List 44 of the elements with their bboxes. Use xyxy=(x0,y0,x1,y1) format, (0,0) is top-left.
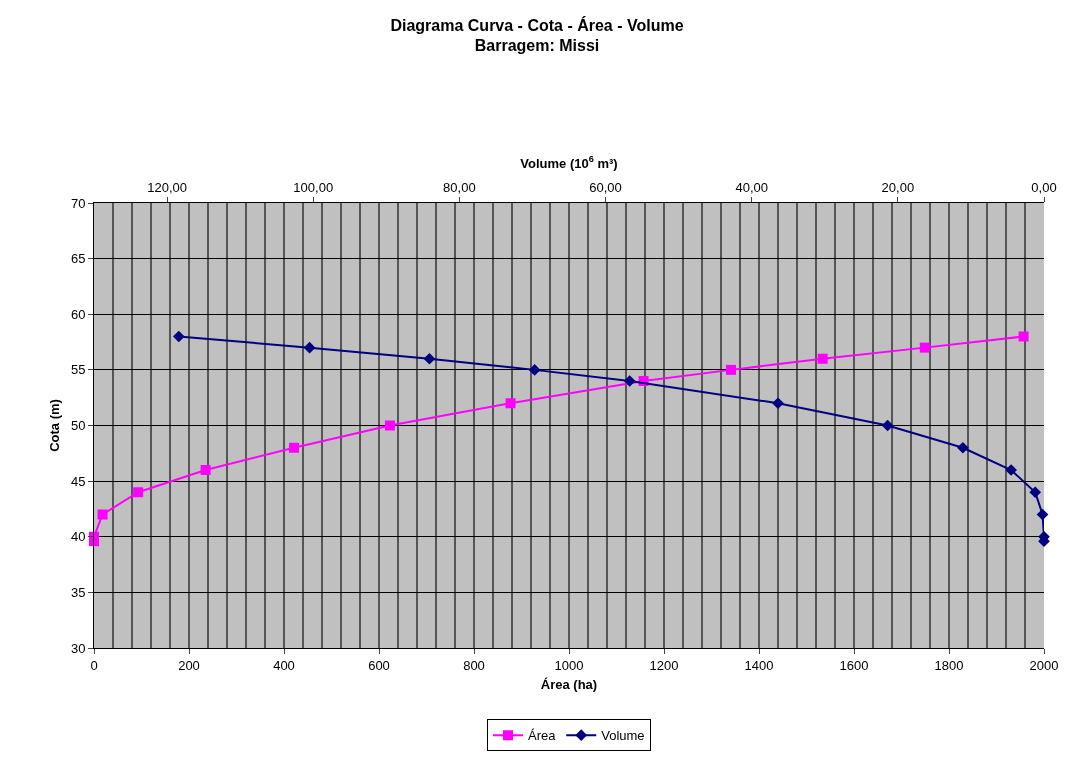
y-tick-label: 45 xyxy=(70,473,86,489)
chart-title: Diagrama Curva - Cota - Área - Volume xyxy=(390,15,684,34)
y-tick-label: 40 xyxy=(70,529,86,545)
y-axis-title: Cota (m) xyxy=(46,399,62,452)
x2-tick-label: 20,00 xyxy=(881,179,915,195)
x-tick-label: 200 xyxy=(178,657,200,673)
point xyxy=(288,442,299,453)
x-tick-label: 1200 xyxy=(649,657,679,673)
chart-subtitle: Barragem: Missi xyxy=(474,37,600,55)
y-tick-label: 60 xyxy=(70,306,86,322)
point xyxy=(384,420,395,431)
point xyxy=(1018,331,1029,342)
x-tick-label: 400 xyxy=(273,657,295,673)
x-tick-label: 2000 xyxy=(1029,657,1059,673)
point xyxy=(133,487,144,498)
y-tick-label: 70 xyxy=(70,195,86,211)
point xyxy=(97,509,108,520)
y-tick-label: 50 xyxy=(70,418,86,434)
x-tick-label: 1000 xyxy=(554,657,584,673)
point xyxy=(200,465,211,475)
x-tick-label: 600 xyxy=(368,657,390,673)
x2-tick-label: 0,00 xyxy=(1031,179,1057,195)
y-tick-label: 65 xyxy=(70,251,86,267)
legend-label: Área xyxy=(528,728,557,744)
point xyxy=(919,342,930,353)
x2-tick-label: 120,00 xyxy=(147,179,187,195)
y-tick-label: 55 xyxy=(70,362,86,378)
x-axis-title: Área (ha) xyxy=(540,677,598,693)
y-tick-label: 35 xyxy=(70,584,86,600)
x-tick-label: 0 xyxy=(90,657,98,673)
x-tick-label: 1800 xyxy=(934,657,964,673)
x2-tick-label: 40,00 xyxy=(735,179,768,195)
x2-tick-label: 80,00 xyxy=(443,179,476,195)
legend-label: Volume xyxy=(601,728,645,744)
y-tick-label: 30 xyxy=(70,640,86,656)
x2-tick-label: 100,00 xyxy=(293,179,334,195)
point xyxy=(817,353,828,364)
x-tick-label: 1600 xyxy=(839,657,869,673)
x-tick-label: 800 xyxy=(463,657,485,673)
x-tick-label: 1400 xyxy=(744,657,774,673)
x2-tick-label: 60,00 xyxy=(589,179,622,195)
x2-axis-title: Volume (10$^{6}$ m³) xyxy=(520,154,618,171)
point xyxy=(725,364,736,375)
point xyxy=(505,398,516,409)
